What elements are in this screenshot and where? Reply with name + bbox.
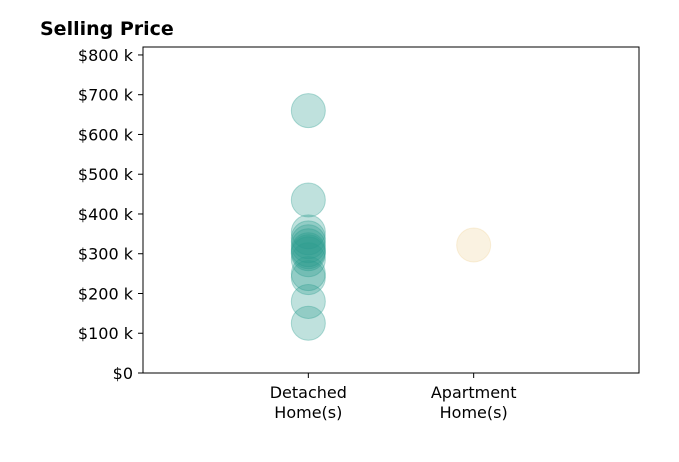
y-tick-label: $800 k: [78, 46, 134, 65]
data-point-detached: [290, 182, 326, 218]
data-point-detached: [290, 224, 326, 260]
chart-title: Selling Price: [40, 18, 174, 40]
data-point-detached: [290, 283, 326, 319]
data-point-detached: [290, 305, 326, 341]
data-point-detached: [290, 93, 326, 129]
data-point-detached: [290, 220, 326, 256]
data-point-detached: [290, 242, 326, 278]
data-point-detached: [290, 214, 326, 250]
y-axis: $0 $100 k $200 k $300 k $400 k $500 k $600 k $7…: [78, 46, 143, 383]
data-point-detached: [290, 232, 326, 268]
x-axis: Detached Home(s) Apartment Home(s): [270, 373, 517, 422]
y-tick-label: $700 k: [78, 86, 134, 105]
data-point-apartment: [456, 227, 492, 263]
y-tick-label: $0: [113, 364, 133, 383]
y-tick-label: $400 k: [78, 205, 134, 224]
y-tick-label: $500 k: [78, 165, 134, 184]
plot-frame: [142, 46, 640, 374]
data-point-detached: [290, 256, 326, 292]
data-point-detached: [290, 260, 326, 296]
y-tick-label: $600 k: [78, 125, 134, 144]
y-tick-label: $100 k: [78, 324, 134, 343]
data-point-detached: [290, 234, 326, 270]
x-tick-label: Detached Home(s): [270, 383, 347, 422]
data-point-detached: [290, 228, 326, 264]
y-tick-label: $200 k: [78, 284, 134, 303]
x-tick-label: Apartment Home(s): [431, 383, 517, 422]
plot-marks: [290, 93, 492, 341]
y-tick-label: $300 k: [78, 245, 134, 264]
data-point-detached: [290, 236, 326, 272]
